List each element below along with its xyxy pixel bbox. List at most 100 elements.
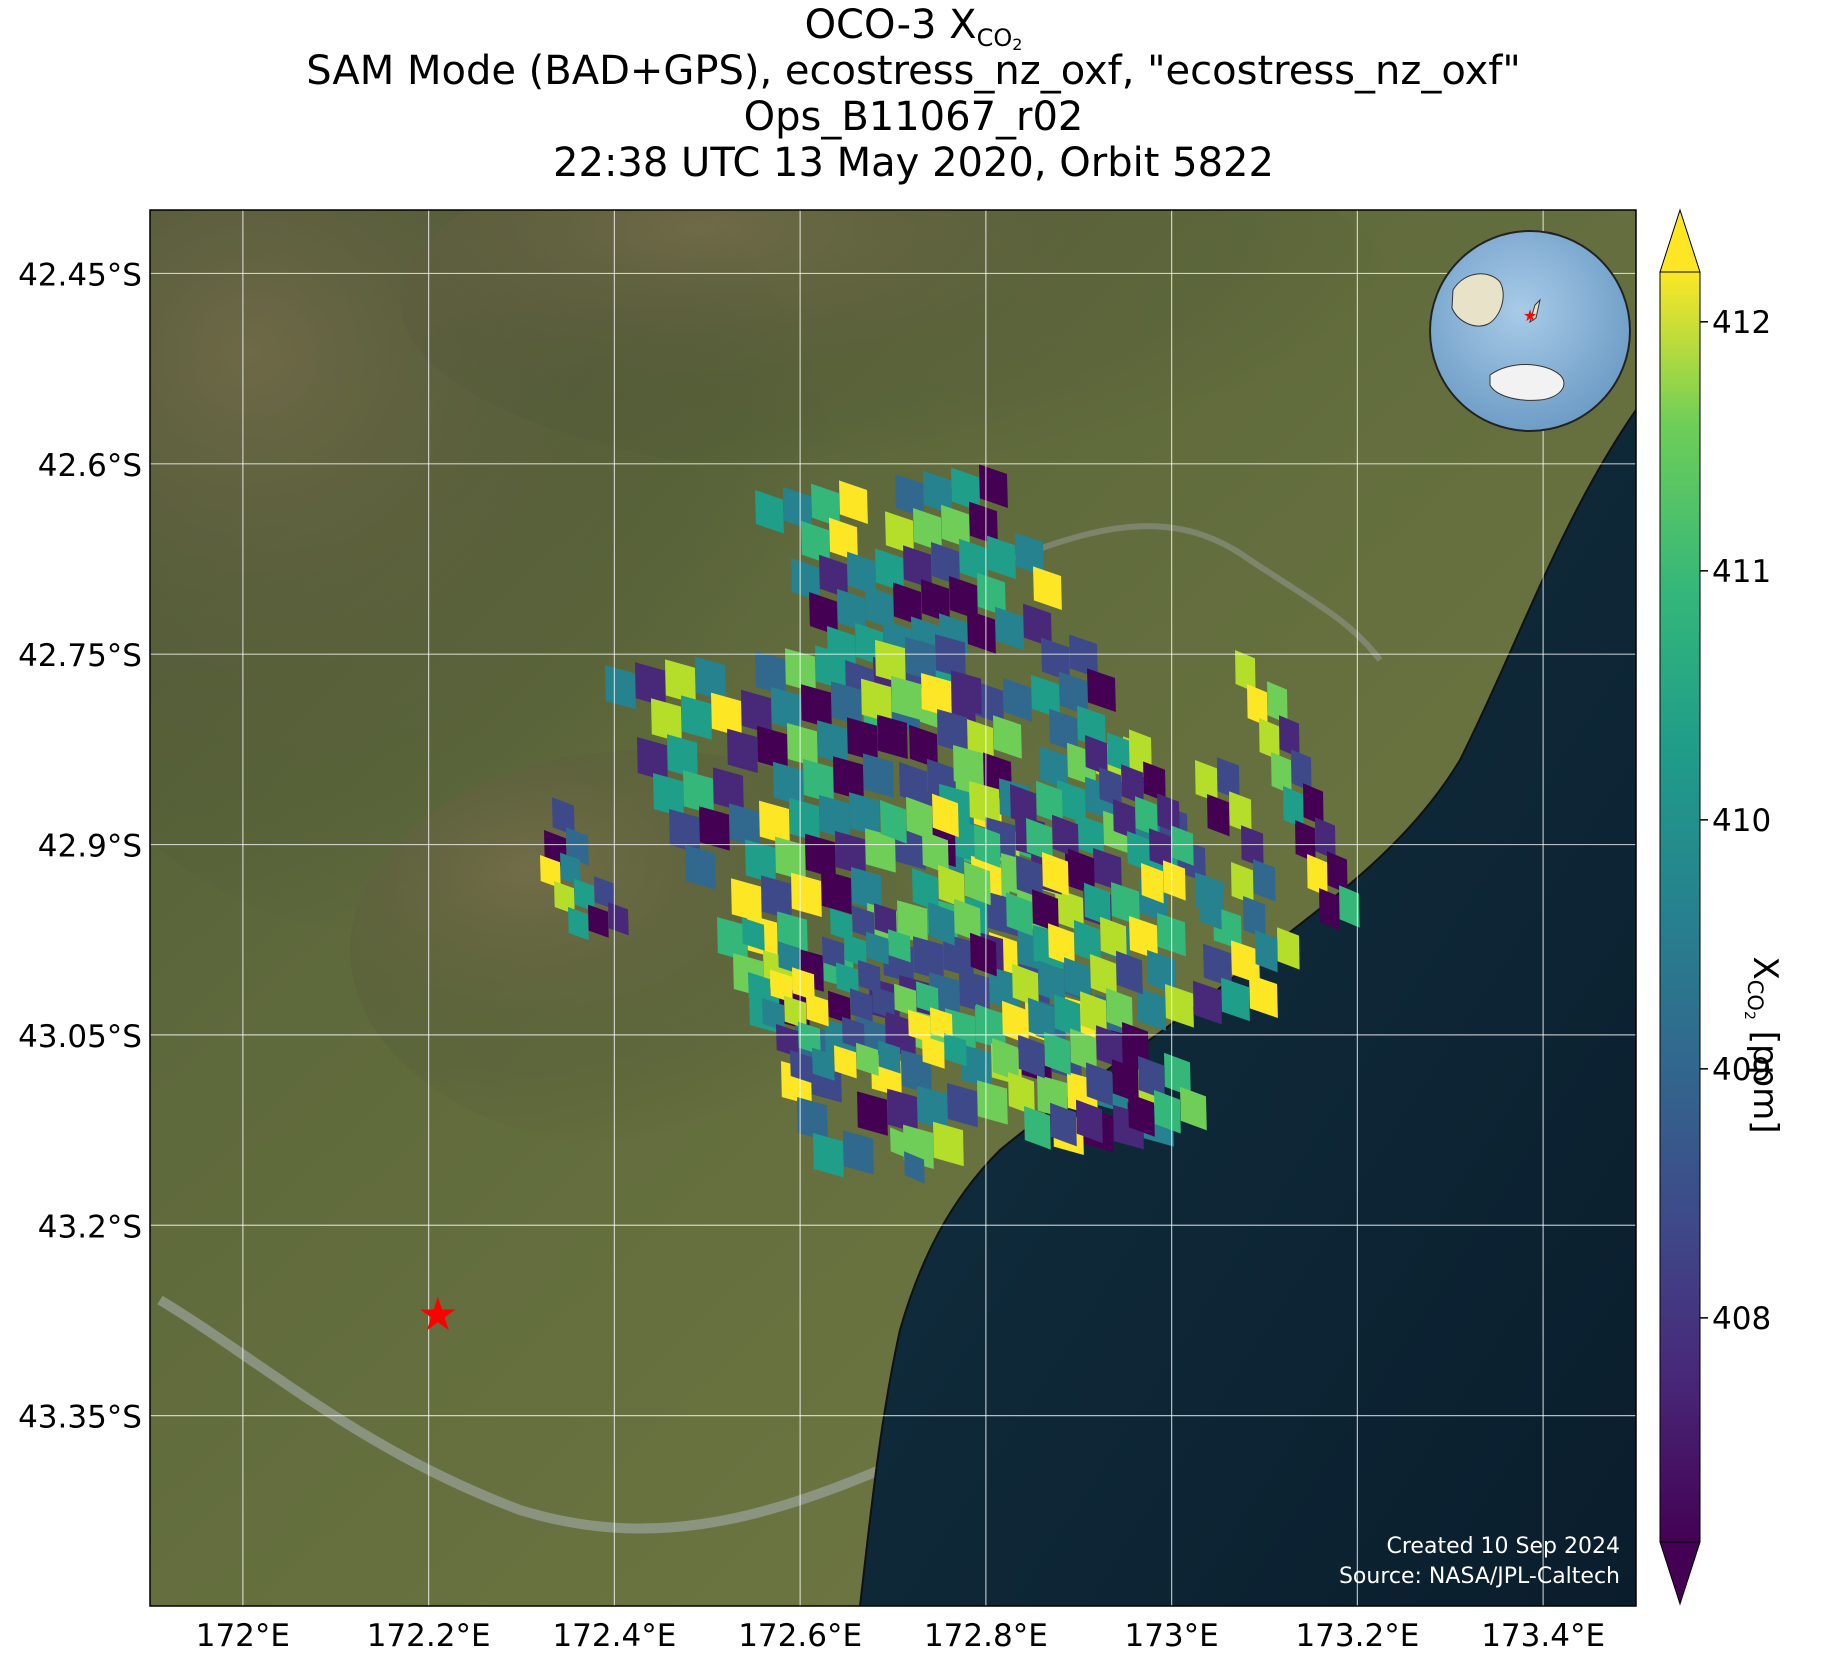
lat-tick-label: 43.35°S: [18, 1400, 142, 1436]
sounding-cell: [938, 864, 965, 909]
sounding-cell: [897, 900, 928, 945]
mountain-shading: [400, 210, 1400, 480]
sounding-cell: [850, 988, 873, 1022]
sounding-cell: [1255, 930, 1278, 973]
sounding-cell: [1267, 681, 1288, 724]
sounding-cell: [635, 662, 666, 707]
sounding-cell: [819, 554, 848, 599]
sounding-cell: [1064, 957, 1091, 1001]
sounding-cell: [903, 545, 932, 589]
sounding-cell: [987, 535, 1016, 580]
globe-icon[interactable]: ★: [1429, 230, 1631, 432]
sounding-cell: [1207, 794, 1230, 837]
sounding-cell: [937, 709, 968, 754]
sounding-cell: [967, 610, 996, 654]
sounding-cell: [1121, 764, 1144, 805]
sounding-cell: [969, 781, 1000, 826]
sounding-cell: [1137, 987, 1166, 1031]
sounding-cell: [773, 761, 804, 807]
sounding-cell: [791, 872, 822, 917]
sounding-cell: [923, 470, 952, 515]
sounding-cell: [574, 878, 595, 912]
sounding-cell: [1111, 882, 1140, 926]
lon-tick-label: 172°E: [196, 1618, 290, 1654]
sounding-cell: [1048, 923, 1075, 967]
sounding-cell: [930, 1007, 953, 1041]
sounding-cell: [1138, 1056, 1165, 1100]
sounding-cell: [917, 1085, 948, 1131]
sounding-cell: [745, 839, 776, 884]
sounding-cell: [828, 990, 851, 1024]
sounding-cell: [959, 969, 990, 1014]
sounding-cell: [1068, 848, 1095, 893]
lon-tick-label: 172.6°E: [738, 1618, 862, 1654]
sounding-cell: [1295, 820, 1316, 863]
sounding-cell: [964, 861, 991, 906]
sounding-cell: [949, 576, 978, 620]
sounding-cell: [727, 728, 758, 773]
sounding-cell: [778, 941, 801, 975]
coastline: [859, 409, 1636, 1606]
sounding-cell: [861, 678, 892, 723]
sounding-cell: [667, 734, 698, 779]
sounding-cell: [681, 695, 712, 740]
lon-tick-label: 172.2°E: [367, 1618, 491, 1654]
sounding-cell: [835, 831, 866, 876]
lon-tick-label: 173.4°E: [1481, 1618, 1605, 1654]
sounding-cell: [1243, 896, 1266, 939]
sounding-cell: [969, 501, 998, 546]
river: [157, 1295, 882, 1534]
sounding-cell: [875, 548, 904, 592]
sounding-cell: [843, 1130, 874, 1175]
sounding-cell: [916, 981, 939, 1015]
sounding-cell: [976, 1004, 1003, 1048]
sounding-cell: [977, 1080, 1008, 1125]
sounding-cell: [761, 875, 792, 920]
lon-tick-label: 173.2°E: [1295, 1618, 1419, 1654]
sounding-cell: [1163, 860, 1186, 901]
sounding-cell: [1090, 954, 1117, 998]
sounding-cell: [875, 639, 906, 685]
sounding-cell: [1006, 892, 1033, 936]
sounding-cell: [798, 1021, 821, 1055]
sounding-cell: [887, 1088, 918, 1133]
inset-australia: [1451, 273, 1504, 327]
sounding-cell: [1018, 1034, 1045, 1079]
sounding-cell: [1339, 885, 1360, 928]
sounding-cell: [787, 723, 818, 768]
river: [1008, 523, 1383, 662]
sounding-cell: [1277, 927, 1300, 970]
star-icon[interactable]: ★: [417, 1287, 458, 1341]
sounding-cell: [1054, 994, 1081, 1038]
sounding-cell: [683, 770, 714, 815]
sounding-cell: [1070, 1028, 1097, 1072]
colorbar-ticks: 412 411 410 409 408: [1700, 305, 1771, 1337]
sounding-cell: [1149, 828, 1172, 869]
sounding-cell: [757, 725, 788, 771]
gridlines: [150, 210, 1636, 1606]
sounding-cell: [552, 797, 575, 836]
sounding-cell: [685, 845, 716, 890]
sounding-cell: [839, 480, 868, 524]
sounding-cell: [637, 737, 668, 782]
sounding-cell: [801, 520, 830, 565]
sounding-cell: [1143, 761, 1166, 802]
sounding-cell: [1096, 1025, 1123, 1069]
sounding-cell: [895, 474, 924, 518]
sounding-cell: [1085, 735, 1108, 776]
sounding-cell: [851, 867, 882, 912]
sounding-cell: [906, 796, 933, 841]
sounding-cell: [1033, 566, 1062, 610]
sounding-cell: [801, 684, 832, 729]
sounding-cell: [874, 903, 897, 937]
sounding-cell: [847, 551, 876, 596]
sounding-cell: [912, 868, 939, 912]
sounding-cell: [878, 1040, 901, 1074]
sounding-cell: [886, 1012, 909, 1046]
sounding-cell: [888, 929, 911, 963]
sounding-cell: [961, 1044, 992, 1089]
sounding-cell: [1154, 1090, 1181, 1134]
sounding-cell: [1086, 1062, 1113, 1106]
sounding-cell: [970, 932, 997, 977]
